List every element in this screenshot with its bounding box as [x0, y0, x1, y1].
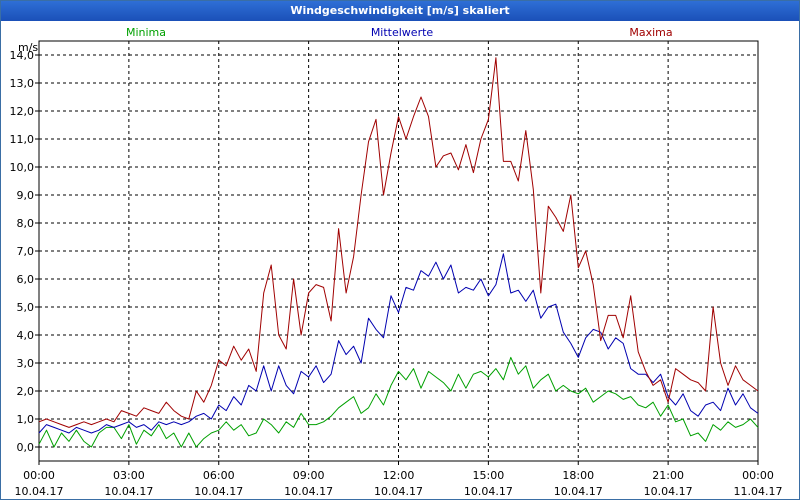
- y-tick-label: 8,0: [17, 217, 35, 230]
- x-tick-time-label: 09:00: [293, 469, 325, 482]
- y-tick-label: 0,0: [17, 441, 35, 454]
- x-tick-date-label: 10.04.17: [15, 485, 64, 498]
- x-tick-date-label: 11.04.17: [734, 485, 783, 498]
- y-tick-label: 3,0: [17, 357, 35, 370]
- x-tick-date-label: 10.04.17: [284, 485, 333, 498]
- x-tick-time-label: 21:00: [652, 469, 684, 482]
- y-tick-label: 14,0: [10, 49, 35, 62]
- y-tick-label: 4,0: [17, 329, 35, 342]
- y-tick-label: 1,0: [17, 413, 35, 426]
- y-tick-label: 5,0: [17, 301, 35, 314]
- legend-entry-maxima: Maxima: [629, 26, 672, 39]
- x-tick-date-label: 10.04.17: [644, 485, 693, 498]
- x-tick-date-label: 10.04.17: [464, 485, 513, 498]
- y-tick-label: 6,0: [17, 273, 35, 286]
- legend: Minima Mittelwerte Maxima: [126, 26, 673, 39]
- y-tick-label: 10,0: [10, 161, 35, 174]
- window-title: Windgeschwindigkeit [m/s] skaliert: [1, 1, 799, 21]
- y-axis-unit: m/s: [18, 41, 38, 54]
- legend-entry-minima: Minima: [126, 26, 166, 39]
- x-tick-time-label: 15:00: [473, 469, 505, 482]
- x-tick-date-label: 10.04.17: [104, 485, 153, 498]
- series-line-mittelwerte: [38, 253, 759, 434]
- series-line-minima: [38, 356, 759, 448]
- y-tick-label: 7,0: [17, 245, 35, 258]
- y-tick-label: 11,0: [10, 133, 35, 146]
- x-tick-date-label: 10.04.17: [194, 485, 243, 498]
- series-lines: [38, 57, 759, 448]
- grid: [39, 41, 758, 461]
- y-tick-label: 9,0: [17, 189, 35, 202]
- x-tick-time-label: 00:00: [23, 469, 55, 482]
- y-tick-label: 13,0: [10, 77, 35, 90]
- x-tick-time-label: 03:00: [113, 469, 145, 482]
- x-tick-date-label: 10.04.17: [374, 485, 423, 498]
- y-tick-label: 2,0: [17, 385, 35, 398]
- x-tick-time-label: 18:00: [562, 469, 594, 482]
- y-tick-label: 12,0: [10, 105, 35, 118]
- x-tick-date-label: 10.04.17: [554, 485, 603, 498]
- series-line-maxima: [38, 57, 759, 428]
- x-tick-time-label: 00:00: [742, 469, 774, 482]
- x-tick-time-label: 06:00: [203, 469, 235, 482]
- x-tick-time-label: 12:00: [383, 469, 415, 482]
- axis-ticks: 0,0 1,0 2,0 3,0 4,0 5,0 6,0 7,0 8,0 9,0 10,0 11,0 12…: [10, 49, 783, 498]
- legend-entry-mittelwerte: Mittelwerte: [371, 26, 434, 39]
